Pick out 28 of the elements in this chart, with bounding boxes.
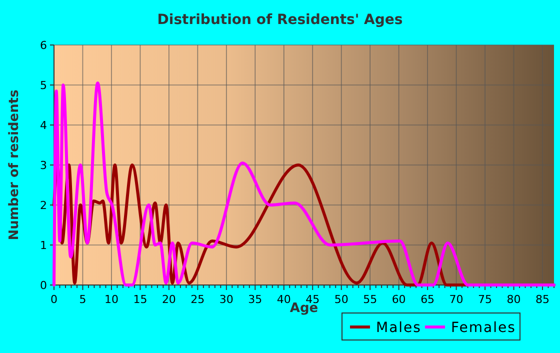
x-tick-label: 55	[363, 293, 378, 306]
x-tick-label: 20	[162, 293, 176, 306]
y-tick-label: 5	[40, 79, 47, 92]
y-tick-label: 3	[40, 159, 47, 172]
x-tick-label: 0	[50, 293, 58, 306]
x-tick-label: 70	[449, 293, 464, 306]
y-tick-label: 0	[40, 279, 47, 292]
x-tick-label: 15	[133, 293, 148, 306]
x-tick-label: 30	[219, 293, 234, 306]
x-tick-label: 75	[478, 293, 492, 306]
x-tick-label: 35	[248, 293, 262, 306]
x-tick-label: 60	[392, 293, 406, 306]
x-tick-label: 40	[276, 293, 291, 306]
y-tick-label: 4	[40, 119, 47, 132]
y-tick-label: 1	[40, 239, 47, 252]
x-tick-label: 85	[536, 293, 550, 306]
chart-title: Distribution of Residents' Ages	[157, 12, 403, 28]
x-tick-label: 65	[420, 293, 435, 306]
y-tick-label: 6	[40, 39, 47, 52]
y-axis-title: Number of residents	[7, 89, 22, 240]
legend-label: Females	[451, 320, 516, 336]
x-tick-label: 25	[190, 293, 205, 306]
x-tick-label: 5	[79, 293, 86, 306]
x-tick-label: 80	[506, 293, 521, 306]
x-tick-label: 10	[104, 293, 118, 306]
legend-label: Males	[376, 320, 422, 336]
y-tick-label: 2	[40, 199, 47, 212]
x-tick-label: 50	[334, 293, 348, 306]
